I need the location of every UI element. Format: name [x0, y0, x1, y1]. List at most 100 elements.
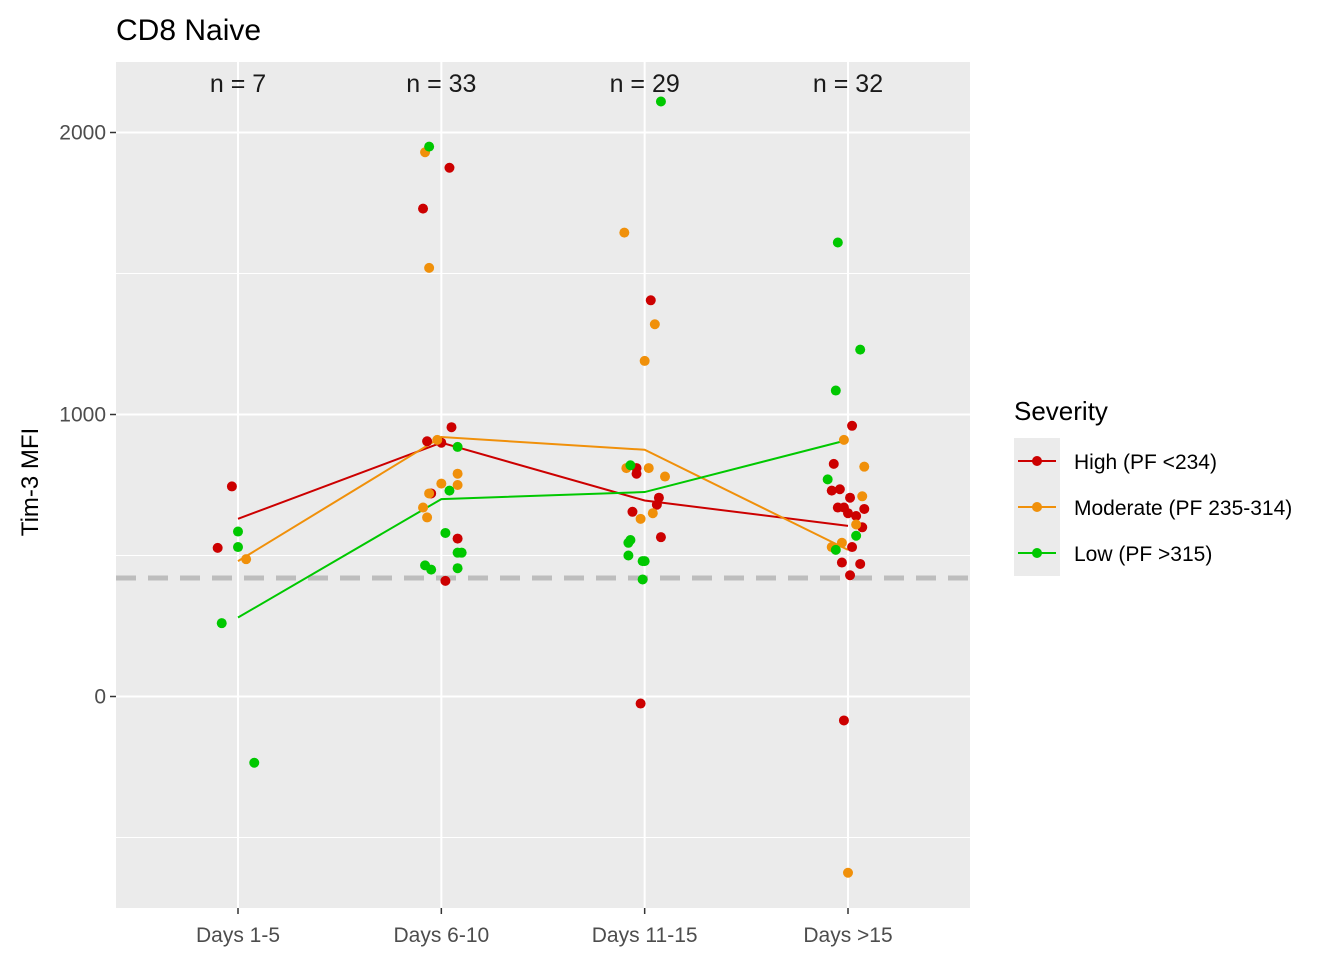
- data-point: [424, 488, 435, 499]
- data-point: [418, 203, 429, 214]
- data-point: [830, 544, 841, 555]
- data-point: [418, 502, 429, 513]
- x-tick-label: Days 6-10: [393, 924, 489, 947]
- data-point: [635, 698, 646, 709]
- grid-minor: [116, 273, 970, 838]
- n-labels: n = 7 n = 33 n = 29 n = 32: [210, 70, 883, 98]
- y-axis-ticks: 0 1000 2000: [59, 122, 116, 709]
- y-tick-label: 2000: [59, 122, 106, 145]
- data-point: [627, 506, 638, 517]
- data-point: [843, 867, 853, 878]
- data-point: [623, 537, 634, 548]
- data-point: [635, 513, 646, 524]
- data-point: [836, 537, 847, 548]
- data-point: [637, 574, 648, 585]
- n-label: n = 7: [210, 70, 266, 98]
- data-point: [426, 564, 437, 575]
- trend-lines: [237, 436, 849, 619]
- data-point: [424, 262, 435, 273]
- data-point: [212, 542, 223, 553]
- data-point: [444, 485, 455, 496]
- data-point: [660, 471, 670, 482]
- data-point: [623, 550, 634, 561]
- data-point: [446, 422, 457, 433]
- legend-label: High (PF <234): [1074, 451, 1217, 474]
- x-axis-ticks: Days 1-5 Days 6-10 Days 11-15 Days >15: [196, 908, 893, 947]
- data-point: [452, 547, 463, 558]
- data-point: [422, 512, 433, 523]
- data-point: [452, 480, 463, 490]
- data-point: [655, 532, 666, 543]
- x-tick-label: Days 1-5: [196, 924, 280, 947]
- data-point: [643, 463, 654, 474]
- data-point: [828, 458, 839, 469]
- data-point: [639, 355, 650, 366]
- data-point: [826, 485, 837, 496]
- plot-panel: [116, 62, 970, 908]
- data-point: [851, 511, 862, 522]
- n-label: n = 29: [610, 70, 680, 98]
- trend-line: [237, 436, 849, 562]
- data-point: [822, 474, 833, 485]
- data-point: [216, 618, 227, 629]
- data-point: [845, 570, 856, 581]
- data-points: [212, 96, 870, 878]
- data-point: [424, 141, 435, 152]
- data-point: [645, 295, 656, 306]
- grid-major: [116, 62, 970, 908]
- data-point: [639, 556, 650, 567]
- data-point: [226, 481, 237, 492]
- data-point: [440, 527, 451, 538]
- data-point: [847, 420, 858, 431]
- data-point: [845, 492, 856, 503]
- data-point: [830, 385, 841, 396]
- data-point: [452, 563, 463, 574]
- legend-key-point: [1032, 548, 1042, 558]
- data-point: [851, 530, 862, 541]
- data-point: [440, 575, 451, 586]
- data-point: [233, 526, 243, 537]
- y-tick-label: 0: [94, 686, 106, 709]
- y-tick-label: 1000: [59, 404, 106, 427]
- data-point: [444, 162, 455, 173]
- data-point: [241, 554, 252, 565]
- x-tick-label: Days 11-15: [592, 924, 698, 947]
- data-point: [838, 715, 849, 726]
- data-point: [851, 519, 862, 530]
- data-point: [836, 557, 847, 568]
- data-point: [859, 503, 870, 514]
- data-point: [843, 508, 853, 519]
- data-point: [619, 227, 630, 238]
- data-point: [625, 460, 636, 471]
- data-point: [655, 96, 666, 107]
- data-point: [834, 484, 845, 495]
- data-point: [855, 344, 866, 355]
- data-point: [452, 441, 463, 452]
- data-point: [631, 468, 642, 479]
- data-point: [649, 319, 660, 330]
- chart-title: CD8 Naive: [116, 14, 261, 47]
- data-point: [859, 461, 870, 472]
- data-point: [422, 436, 433, 447]
- x-tick-label: Days >15: [803, 924, 892, 947]
- data-point: [855, 558, 866, 569]
- legend-key-point: [1032, 502, 1042, 512]
- legend-title: Severity: [1014, 396, 1108, 426]
- trend-line: [237, 438, 849, 619]
- data-point: [249, 757, 260, 768]
- data-point: [832, 237, 843, 248]
- n-label: n = 33: [406, 70, 476, 98]
- y-axis-title: Tim-3 MFI: [17, 428, 44, 536]
- data-point: [857, 491, 868, 502]
- trend-line: [237, 441, 849, 527]
- n-label: n = 32: [813, 70, 883, 98]
- data-point: [847, 542, 858, 553]
- data-point: [647, 508, 658, 519]
- legend: Severity High (PF <234) Moderate (PF 235-…: [1014, 396, 1292, 576]
- data-point: [452, 533, 463, 544]
- legend-label: Moderate (PF 235-314): [1074, 497, 1292, 520]
- data-point: [432, 434, 443, 445]
- data-point: [452, 468, 463, 479]
- legend-key-point: [1032, 456, 1042, 466]
